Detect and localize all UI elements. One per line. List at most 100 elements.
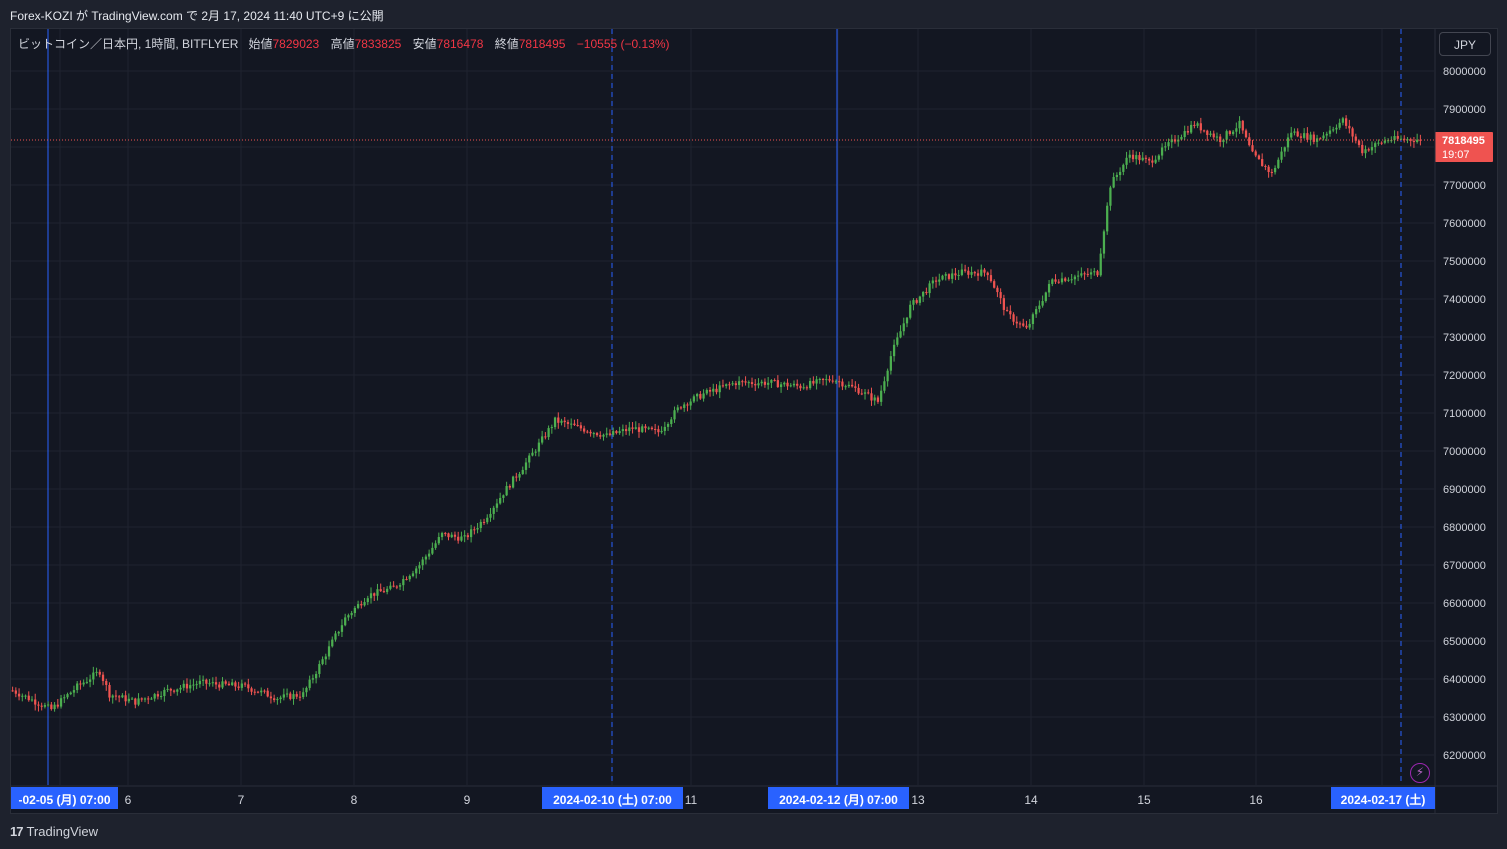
candle-body bbox=[143, 698, 147, 700]
candle-body bbox=[192, 684, 195, 686]
candle-body bbox=[376, 589, 379, 596]
candle-body bbox=[838, 381, 841, 383]
tradingview-logo[interactable]: 17 TradingView bbox=[10, 824, 98, 839]
candle-body bbox=[27, 695, 30, 701]
candle-body bbox=[79, 683, 82, 685]
candle-body bbox=[340, 625, 344, 632]
candle-body bbox=[1164, 146, 1167, 148]
candle-body bbox=[205, 679, 208, 684]
candle-body bbox=[1076, 275, 1080, 277]
candle-body bbox=[676, 407, 679, 411]
candle-body bbox=[847, 384, 851, 387]
candle-body bbox=[1332, 129, 1335, 131]
candle-body bbox=[776, 380, 779, 388]
currency-button[interactable]: JPY bbox=[1439, 32, 1491, 56]
candle-body bbox=[466, 535, 470, 538]
price-tag-value: 7818495 bbox=[1442, 135, 1485, 147]
candle-body bbox=[521, 469, 524, 475]
y-tick-label: 7500000 bbox=[1443, 256, 1486, 268]
candle-body bbox=[712, 388, 715, 392]
candle-body bbox=[1041, 301, 1044, 306]
candle-body bbox=[114, 695, 118, 697]
candle-body bbox=[1083, 273, 1086, 275]
candle-body bbox=[1241, 120, 1244, 131]
candle-body bbox=[1073, 276, 1077, 280]
candle-body bbox=[172, 690, 176, 692]
change-value: −10555 (−0.13%) bbox=[576, 37, 670, 51]
candle-body bbox=[1138, 155, 1141, 161]
candle-body bbox=[1012, 314, 1015, 322]
candle-body bbox=[421, 559, 424, 566]
candle-body bbox=[1141, 157, 1144, 161]
candle-body bbox=[705, 389, 708, 394]
candle-body bbox=[389, 585, 392, 589]
candle-body bbox=[980, 269, 983, 276]
low-value: 7816478 bbox=[436, 37, 484, 51]
candle-body bbox=[615, 431, 618, 434]
candle-body bbox=[1377, 142, 1380, 144]
candle-body bbox=[347, 615, 350, 618]
candle-body bbox=[744, 381, 747, 383]
candle-body bbox=[657, 429, 660, 433]
lightning-icon[interactable]: ⚡ bbox=[1410, 763, 1430, 783]
candle-body bbox=[1106, 205, 1109, 232]
candle-body bbox=[1335, 127, 1338, 130]
candle-body bbox=[1015, 321, 1018, 324]
candle-body bbox=[1002, 298, 1005, 310]
y-tick-label: 7200000 bbox=[1443, 370, 1486, 382]
candle-body bbox=[1093, 271, 1096, 273]
candle-body bbox=[1125, 157, 1128, 165]
candle-body bbox=[905, 317, 909, 324]
candle-body bbox=[699, 394, 702, 399]
candle-body bbox=[741, 381, 744, 383]
candle-body bbox=[695, 394, 699, 397]
candle-body bbox=[1374, 143, 1377, 148]
candle-body bbox=[160, 696, 163, 698]
x-label-highlight bbox=[768, 787, 909, 809]
candle-body bbox=[996, 287, 999, 293]
candle-body bbox=[92, 672, 95, 680]
candle-body bbox=[560, 420, 563, 423]
candle-body bbox=[1086, 273, 1089, 275]
candle-body bbox=[721, 385, 725, 387]
candle-body bbox=[586, 431, 589, 433]
candle-body bbox=[450, 534, 453, 538]
candle-body bbox=[999, 292, 1002, 299]
x-tick-label: 6 bbox=[125, 793, 132, 807]
candle-body bbox=[308, 679, 311, 688]
candle-body bbox=[834, 381, 838, 383]
candle-body bbox=[1251, 145, 1254, 152]
candle-body bbox=[786, 382, 789, 387]
candle-body bbox=[424, 556, 428, 560]
candle-body bbox=[1022, 323, 1025, 326]
candle-body bbox=[1357, 140, 1361, 145]
candle-body bbox=[993, 281, 996, 288]
candle-body bbox=[715, 388, 718, 393]
candle-body bbox=[731, 383, 734, 385]
candle-body bbox=[11, 690, 14, 692]
candle-body bbox=[589, 431, 592, 434]
candle-body bbox=[767, 382, 770, 385]
y-tick-label: 7000000 bbox=[1443, 446, 1486, 458]
chart-pane[interactable] bbox=[10, 28, 1498, 814]
x-tick-label: 16 bbox=[1249, 793, 1263, 807]
candle-body bbox=[828, 379, 831, 381]
candle-body bbox=[1170, 139, 1173, 143]
candle-body bbox=[566, 422, 570, 424]
candle-body bbox=[547, 428, 550, 438]
candle-body bbox=[1370, 147, 1374, 151]
candle-body bbox=[1157, 155, 1160, 160]
candle-body bbox=[1306, 133, 1309, 140]
candle-body bbox=[276, 699, 279, 701]
candle-body bbox=[85, 681, 89, 683]
candle-body bbox=[747, 382, 750, 384]
candle-body bbox=[189, 685, 192, 689]
candle-body bbox=[1180, 136, 1183, 140]
symbol-name[interactable]: ビットコイン／日本円, 1時間, BITFLYER bbox=[18, 37, 239, 51]
candle-body bbox=[476, 527, 479, 530]
candle-body bbox=[373, 593, 376, 596]
x-label-highlight bbox=[1331, 787, 1435, 809]
candle-body bbox=[21, 695, 24, 697]
candle-body bbox=[960, 269, 964, 275]
